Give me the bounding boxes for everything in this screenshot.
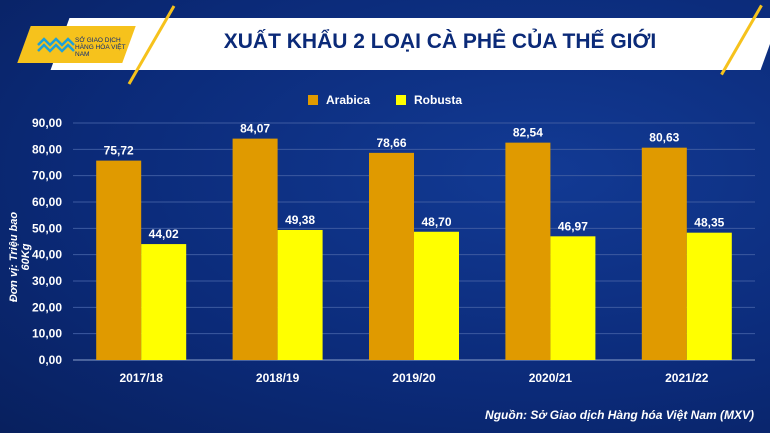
data-label: 82,54 (513, 126, 543, 140)
legend-label: Robusta (414, 93, 463, 107)
x-tick-label: 2017/18 (120, 371, 164, 385)
data-label: 48,70 (421, 215, 451, 229)
bar-robusta (686, 232, 732, 360)
y-tick-label: 60,00 (32, 195, 62, 209)
data-label: 49,38 (285, 213, 315, 227)
bar-robusta (277, 229, 323, 360)
bar-arabica (369, 152, 414, 360)
legend-swatch (396, 95, 407, 105)
y-tick-label: 90,00 (32, 116, 62, 130)
data-label: 75,72 (104, 144, 134, 158)
x-tick-label: 2018/19 (256, 371, 300, 385)
y-tick-label: 0,00 (39, 353, 63, 367)
data-label: 78,66 (376, 136, 406, 150)
data-label: 44,02 (149, 227, 179, 241)
bar-robusta (141, 244, 187, 360)
y-tick-label: 50,00 (32, 221, 62, 235)
data-label: 46,97 (558, 219, 588, 233)
legend-arabica: Arabica (307, 93, 371, 107)
logo-icon (37, 37, 75, 53)
bar-arabica (96, 160, 142, 360)
x-tick-label: 2020/21 (529, 371, 573, 385)
data-label: 48,35 (694, 216, 724, 230)
bar-arabica (641, 147, 687, 360)
source-note: Nguồn: Sở Giao dịch Hàng hóa Việt Nam (M… (485, 408, 754, 422)
logo-text: SỞ GIAO DỊCH HÀNG HÓA VIỆT NAM (75, 37, 126, 58)
y-tick-label: 10,00 (32, 327, 62, 341)
y-tick-label: 40,00 (32, 248, 62, 262)
legend: Arabica Robusta (0, 93, 770, 107)
legend-robusta: Robusta (396, 93, 462, 107)
chart-title: XUẤT KHẨU 2 LOẠI CÀ PHÊ CỦA THẾ GIỚI (223, 30, 657, 53)
legend-swatch (307, 95, 318, 105)
data-label: 84,07 (240, 122, 270, 136)
x-tick-label: 2019/20 (392, 371, 436, 385)
bar-robusta (550, 236, 596, 360)
y-tick-label: 70,00 (32, 169, 62, 183)
bar-arabica (505, 142, 551, 360)
data-label: 80,63 (649, 131, 679, 145)
y-tick-label: 30,00 (32, 274, 62, 288)
y-tick-label: 80,00 (32, 142, 62, 156)
bar-robusta (414, 231, 459, 360)
y-tick-label: 20,00 (32, 300, 62, 314)
bar-arabica (232, 138, 278, 360)
x-tick-label: 2021/22 (665, 371, 709, 385)
legend-label: Arabica (325, 93, 371, 107)
